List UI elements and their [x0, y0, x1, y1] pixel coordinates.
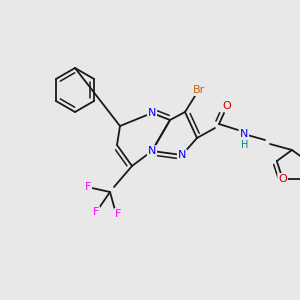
Text: N: N	[240, 129, 248, 139]
Text: O: O	[278, 174, 287, 184]
Text: H: H	[241, 140, 249, 150]
Text: Br: Br	[193, 85, 205, 95]
Text: N: N	[178, 150, 186, 160]
Text: F: F	[85, 182, 91, 192]
Text: F: F	[93, 207, 99, 217]
Text: O: O	[223, 101, 231, 111]
Text: F: F	[115, 209, 121, 219]
Text: N: N	[148, 108, 156, 118]
Text: N: N	[148, 146, 156, 156]
